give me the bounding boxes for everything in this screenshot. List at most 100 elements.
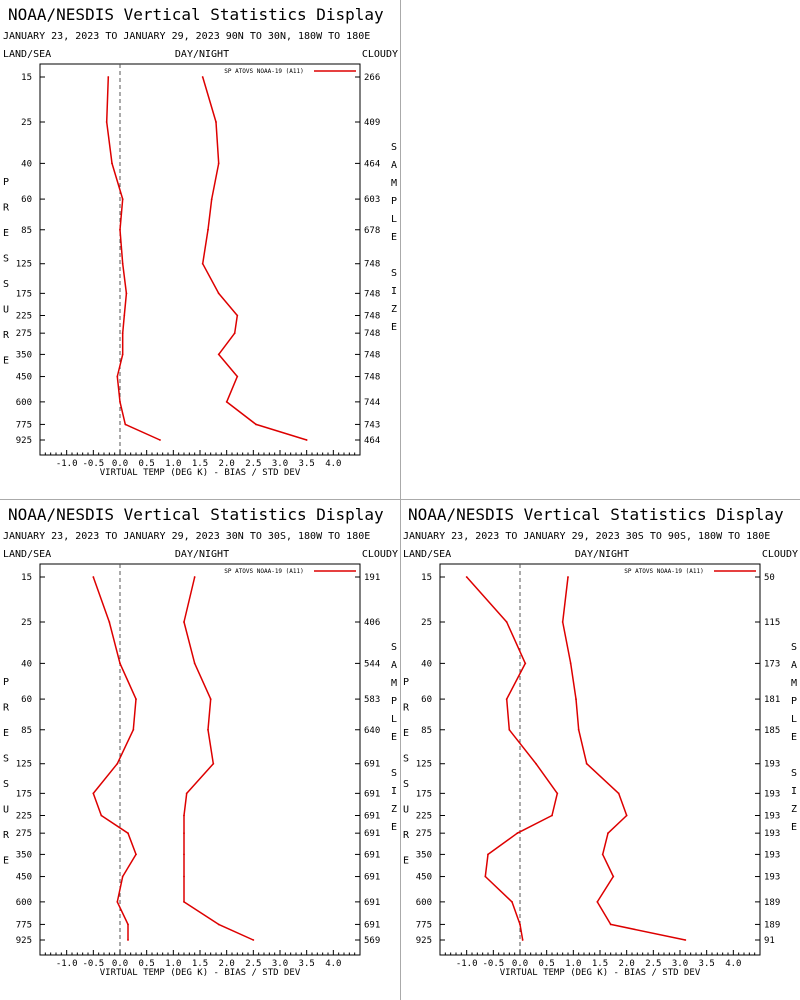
- data-point-bias: [108, 621, 111, 623]
- sample-size-label: 748: [364, 373, 380, 383]
- pressure-level-label: 275: [16, 329, 32, 339]
- chart-title: NOAA/NESDIS Vertical Statistics Display: [8, 505, 384, 524]
- data-point-std_dev: [684, 939, 687, 941]
- data-point-bias: [465, 576, 468, 578]
- pressure-level-label: 125: [16, 260, 32, 270]
- x-tick-label: 4.0: [325, 459, 341, 469]
- data-point-std_dev: [612, 875, 615, 878]
- panel-divider-vertical: [400, 0, 401, 1000]
- data-point-std_dev: [225, 400, 228, 403]
- sample-size-label: 691: [364, 850, 380, 860]
- pressure-level-label: 40: [421, 659, 432, 669]
- pressure-level-label: 125: [416, 760, 432, 770]
- pressure-level-label: 60: [21, 695, 32, 705]
- sample-size-axis-letter: E: [391, 322, 397, 333]
- data-point-std_dev: [217, 923, 220, 926]
- data-point-bias: [92, 576, 95, 578]
- sample-size-label: 691: [364, 873, 380, 883]
- x-tick-label: 1.5: [592, 959, 608, 969]
- x-tick-label: 3.0: [672, 959, 688, 969]
- pressure-level-label: 225: [16, 811, 32, 821]
- pressure-level-label: 600: [16, 398, 32, 408]
- pressure-axis-letter: S: [3, 254, 9, 265]
- data-point-bias: [116, 375, 119, 378]
- data-point-bias: [505, 621, 508, 623]
- data-point-std_dev: [183, 832, 185, 835]
- x-tick-label: 0.0: [512, 959, 528, 969]
- day-night-label: DAY/NIGHT: [175, 49, 229, 60]
- pressure-axis-letter: E: [403, 728, 409, 739]
- x-tick-label: 4.0: [725, 959, 741, 969]
- sample-size-label: 464: [364, 436, 380, 446]
- data-point-std_dev: [201, 76, 204, 78]
- data-point-bias: [519, 923, 521, 926]
- data-point-std_dev: [617, 792, 620, 795]
- sample-size-label: 193: [764, 873, 780, 883]
- data-point-bias: [105, 121, 108, 123]
- pressure-axis-letter: S: [3, 279, 9, 290]
- pressure-axis-letter: S: [403, 754, 409, 765]
- data-point-bias: [119, 662, 121, 665]
- data-point-bias: [100, 814, 103, 817]
- pressure-axis-letter: R: [403, 830, 410, 841]
- sample-size-axis-letter: Z: [391, 804, 397, 815]
- sample-size-axis-letter: M: [391, 678, 397, 689]
- sample-size-axis-letter: P: [791, 696, 797, 707]
- land-sea-label: LAND/SEA: [3, 49, 51, 60]
- x-tick-label: 2.5: [245, 959, 261, 969]
- sample-size-axis-letter: M: [791, 678, 797, 689]
- x-tick-label: 2.0: [219, 459, 235, 469]
- x-tick-label: -1.0: [456, 959, 478, 969]
- sample-size-label: 640: [364, 726, 380, 736]
- pressure-axis-letter: U: [3, 805, 9, 816]
- data-point-std_dev: [201, 262, 204, 265]
- x-tick-label: 1.5: [192, 459, 208, 469]
- pressure-level-label: 350: [16, 850, 32, 860]
- chart-title: NOAA/NESDIS Vertical Statistics Display: [8, 5, 384, 24]
- x-tick-label: -0.5: [82, 959, 104, 969]
- data-point-bias: [521, 939, 524, 941]
- sample-size-label: 569: [364, 936, 380, 946]
- sample-size-label: 191: [364, 573, 380, 583]
- day-night-label: DAY/NIGHT: [575, 549, 629, 560]
- sample-size-label: 743: [364, 420, 380, 430]
- x-tick-label: 1.0: [565, 959, 581, 969]
- pressure-level-label: 15: [21, 573, 32, 583]
- data-point-bias: [487, 853, 489, 856]
- data-point-bias: [116, 762, 119, 765]
- x-tick-label: 3.5: [299, 959, 315, 969]
- sample-size-label: 266: [364, 73, 380, 83]
- sample-size-label: 678: [364, 226, 380, 236]
- data-point-std_dev: [601, 853, 604, 856]
- x-axis-label: VIRTUAL TEMP (DEG K) - BIAS / STD DEV: [100, 968, 301, 978]
- pressure-axis-letter: R: [403, 703, 410, 714]
- sample-size-axis-letter: I: [791, 786, 797, 797]
- data-point-bias: [107, 76, 110, 78]
- series-line-bias: [105, 76, 161, 441]
- data-point-std_dev: [585, 762, 588, 765]
- pressure-axis-letter: E: [3, 356, 9, 367]
- pressure-axis-letter: P: [403, 677, 409, 688]
- pressure-level-label: 450: [416, 873, 432, 883]
- land-sea-label: LAND/SEA: [403, 549, 451, 560]
- data-point-bias: [121, 198, 124, 200]
- pressure-axis-letter: P: [3, 677, 9, 688]
- data-point-std_dev: [215, 121, 217, 123]
- data-point-std_dev: [183, 853, 185, 856]
- data-point-bias: [119, 400, 121, 403]
- sample-size-axis-letter: M: [391, 178, 397, 189]
- data-point-bias: [121, 262, 124, 265]
- sample-size-axis-letter: L: [391, 214, 397, 225]
- data-point-std_dev: [607, 832, 609, 835]
- series-line-std_dev: [201, 76, 307, 441]
- sample-size-axis-letter: S: [391, 142, 397, 153]
- sample-size-axis-letter: E: [391, 232, 397, 243]
- data-point-std_dev: [185, 792, 188, 795]
- pressure-level-label: 350: [16, 350, 32, 360]
- x-axis-label: VIRTUAL TEMP (DEG K) - BIAS / STD DEV: [500, 968, 701, 978]
- x-tick-label: 1.0: [165, 959, 181, 969]
- sample-size-label: 748: [364, 329, 380, 339]
- pressure-level-label: 450: [16, 873, 32, 883]
- data-point-std_dev: [596, 900, 599, 903]
- data-point-bias: [508, 728, 511, 731]
